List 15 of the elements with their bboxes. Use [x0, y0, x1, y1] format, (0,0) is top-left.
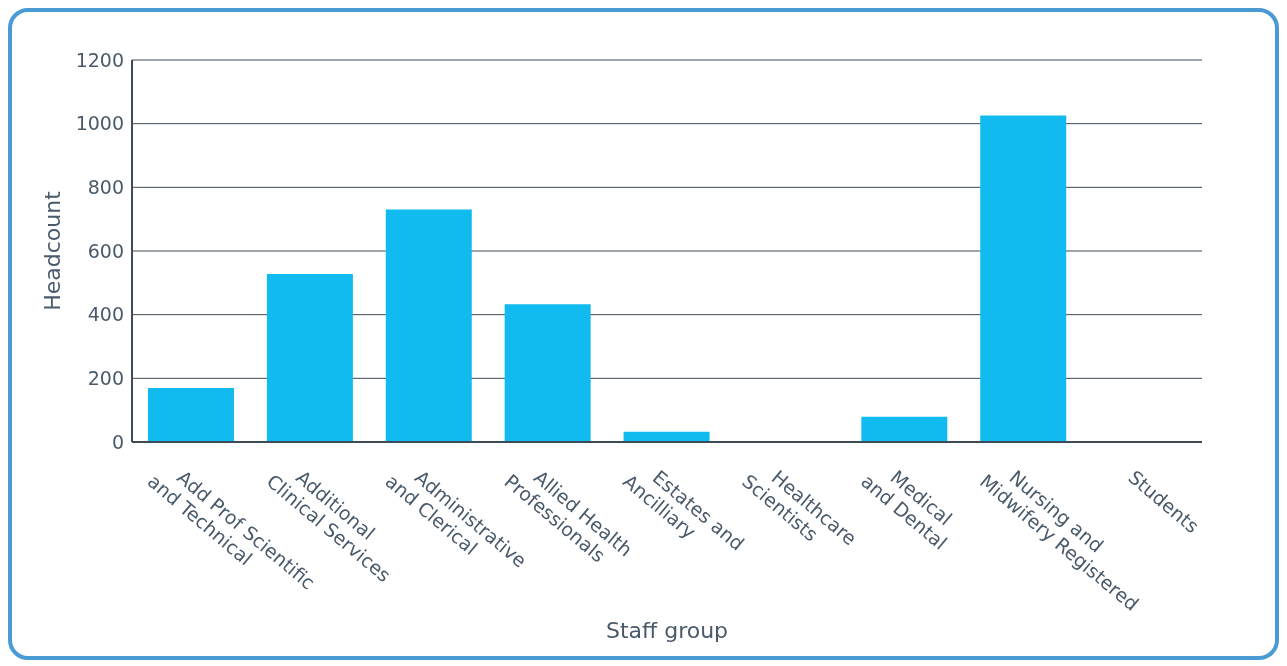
bar	[385, 209, 472, 442]
bar	[980, 115, 1067, 442]
bar	[861, 416, 948, 442]
x-axis-title: Staff group	[605, 618, 729, 643]
y-tick-label: 1000	[75, 112, 124, 135]
y-tick-label: 200	[87, 367, 124, 390]
bar	[504, 304, 591, 442]
y-tick-label: 1200	[75, 48, 124, 71]
bar	[148, 387, 234, 442]
y-axis-title: Headcount	[39, 190, 65, 311]
bar	[266, 273, 353, 442]
y-tick-label: 800	[87, 176, 124, 199]
y-tick-label: 0	[111, 430, 124, 453]
y-tick-label: 400	[87, 303, 124, 326]
y-tick-label: 600	[87, 239, 124, 262]
